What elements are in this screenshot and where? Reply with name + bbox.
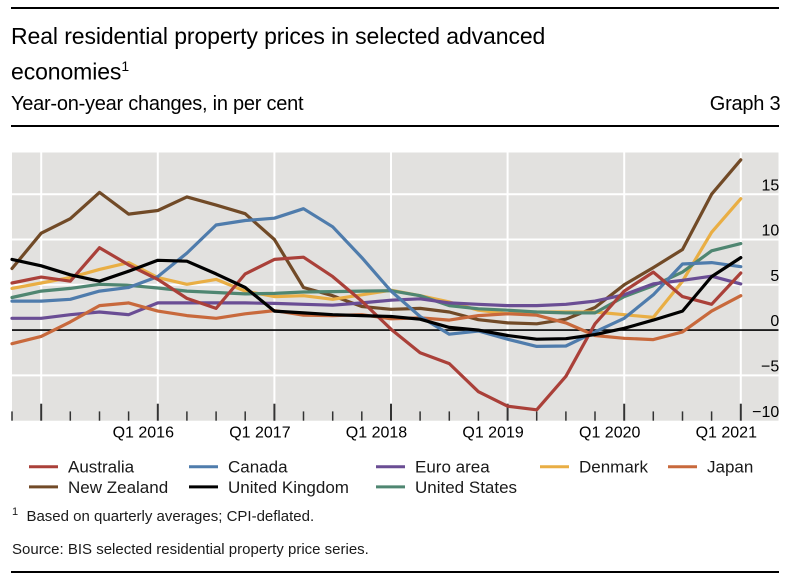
svg-text:United Kingdom: United Kingdom (228, 478, 349, 497)
svg-text:Australia: Australia (68, 458, 135, 477)
svg-text:Q1 2018: Q1 2018 (346, 425, 407, 442)
svg-text:Q1 2016: Q1 2016 (113, 425, 174, 442)
svg-text:Japan: Japan (707, 458, 753, 477)
svg-text:Canada: Canada (228, 458, 288, 477)
svg-text:Q1 2020: Q1 2020 (579, 425, 640, 442)
svg-text:Q1 2019: Q1 2019 (462, 425, 523, 442)
svg-text:10: 10 (762, 223, 780, 240)
svg-text:Q1 2017: Q1 2017 (229, 425, 290, 442)
svg-text:15: 15 (762, 177, 780, 194)
svg-text:5: 5 (770, 268, 779, 285)
svg-text:Q1 2021: Q1 2021 (696, 425, 757, 442)
svg-text:United States: United States (415, 478, 517, 497)
svg-text:Euro area: Euro area (415, 458, 490, 477)
svg-text:−10: −10 (752, 404, 779, 421)
svg-text:−5: −5 (761, 359, 779, 376)
svg-text:New Zealand: New Zealand (68, 478, 168, 497)
svg-text:Denmark: Denmark (579, 458, 648, 477)
svg-text:0: 0 (770, 313, 779, 330)
